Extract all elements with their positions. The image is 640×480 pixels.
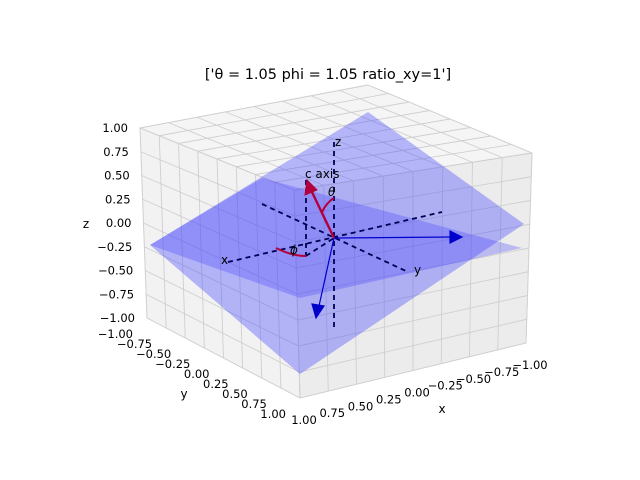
x-tick-label: 0.00	[404, 386, 430, 400]
y-tick-label: 0.75	[241, 397, 267, 411]
blue-arrow-x-shaft	[333, 236, 453, 239]
grid-line	[255, 135, 492, 175]
grid-line	[469, 162, 473, 357]
axis-x-label: x	[221, 253, 228, 267]
axis-y-label: y	[414, 263, 421, 277]
y-tick-label: −0.75	[117, 337, 152, 351]
grid-line	[525, 152, 533, 344]
grid-line	[146, 317, 301, 399]
blue-arrow-down-shaft	[318, 237, 335, 307]
y-tick-label: −0.50	[136, 347, 171, 361]
x-tick-label: −0.50	[456, 372, 491, 386]
z-tick-label: 1.00	[102, 121, 128, 135]
grid-line	[274, 144, 512, 183]
grid-line	[299, 342, 527, 399]
phi-label: ϕ	[290, 243, 298, 257]
tick-labels: −1.00−0.75−0.50−0.250.000.250.500.751.00…	[97, 121, 548, 427]
theta-label: θ	[328, 185, 336, 199]
grid-line	[145, 293, 300, 373]
z-tick-label: −0.75	[99, 287, 134, 301]
z-tick-label: 0.00	[106, 216, 132, 230]
x-tick-label: −1.00	[512, 358, 547, 372]
grid-line	[339, 89, 503, 159]
blue-arrow-down-head	[311, 303, 326, 320]
grid-line	[143, 222, 298, 295]
x-tick-label: 0.25	[376, 392, 402, 406]
blue-arrow-x-head	[449, 230, 464, 244]
x-axis-title: x	[438, 402, 445, 416]
z-tick-label: −0.25	[97, 240, 132, 254]
grid-line	[293, 152, 533, 191]
grid-line	[216, 118, 451, 160]
x-tick-label: 1.00	[291, 413, 317, 427]
grid-line	[236, 127, 471, 168]
y-tick-label: 1.00	[260, 407, 286, 421]
z-tick-label: −0.50	[98, 264, 133, 278]
tilted-plane	[150, 112, 524, 374]
dashed-x-axis	[227, 211, 443, 263]
grid-line	[297, 271, 529, 321]
grid-line	[367, 84, 533, 154]
c-axis-arrow	[275, 178, 336, 257]
grid-line	[497, 157, 503, 350]
dashed-phi-projection	[305, 237, 335, 257]
blue-arrows	[311, 230, 464, 320]
y-axis-title: y	[180, 387, 187, 401]
z-tick-label: 0.50	[104, 169, 130, 183]
grid-line	[235, 166, 244, 369]
c-axis-head	[304, 178, 318, 196]
grid-line	[298, 295, 528, 347]
y-tick-label: −0.25	[155, 357, 190, 371]
grid-line	[145, 270, 299, 347]
y-tick-label: −1.00	[98, 327, 133, 341]
z-tick-label: 0.25	[105, 192, 131, 206]
grid-line	[293, 189, 301, 399]
grid-line	[296, 247, 530, 295]
grid-line	[299, 318, 527, 373]
c-axis-label: c axis	[305, 167, 339, 181]
x-tick-label: −0.25	[428, 379, 463, 393]
annotations: c axis θ ϕ x y z	[221, 135, 421, 277]
y-tick-label: 0.00	[184, 367, 210, 381]
y-tick-label: 0.50	[222, 387, 248, 401]
grid-line	[310, 95, 473, 163]
x-tick-label: 0.75	[319, 406, 345, 420]
x-tick-label: 0.50	[348, 399, 374, 413]
grid-line	[274, 182, 282, 389]
x-tick-label: −0.75	[484, 365, 519, 379]
phi-arc	[275, 247, 307, 257]
chart-title: ['θ = 1.05 phi = 1.05 ratio_xy=1']	[205, 67, 451, 83]
z-axis-title: z	[83, 217, 89, 231]
z-tick-label: 0.75	[103, 145, 129, 159]
theta-arc	[321, 197, 335, 213]
c-axis-shaft	[309, 189, 336, 239]
z-tick-label: −1.00	[100, 311, 135, 325]
y-tick-label: 0.25	[203, 377, 229, 391]
grid-line	[282, 100, 443, 168]
grid-line	[144, 246, 298, 321]
grid-line	[255, 174, 263, 379]
grid-line	[440, 166, 444, 364]
axis-z-label: z	[335, 135, 341, 149]
